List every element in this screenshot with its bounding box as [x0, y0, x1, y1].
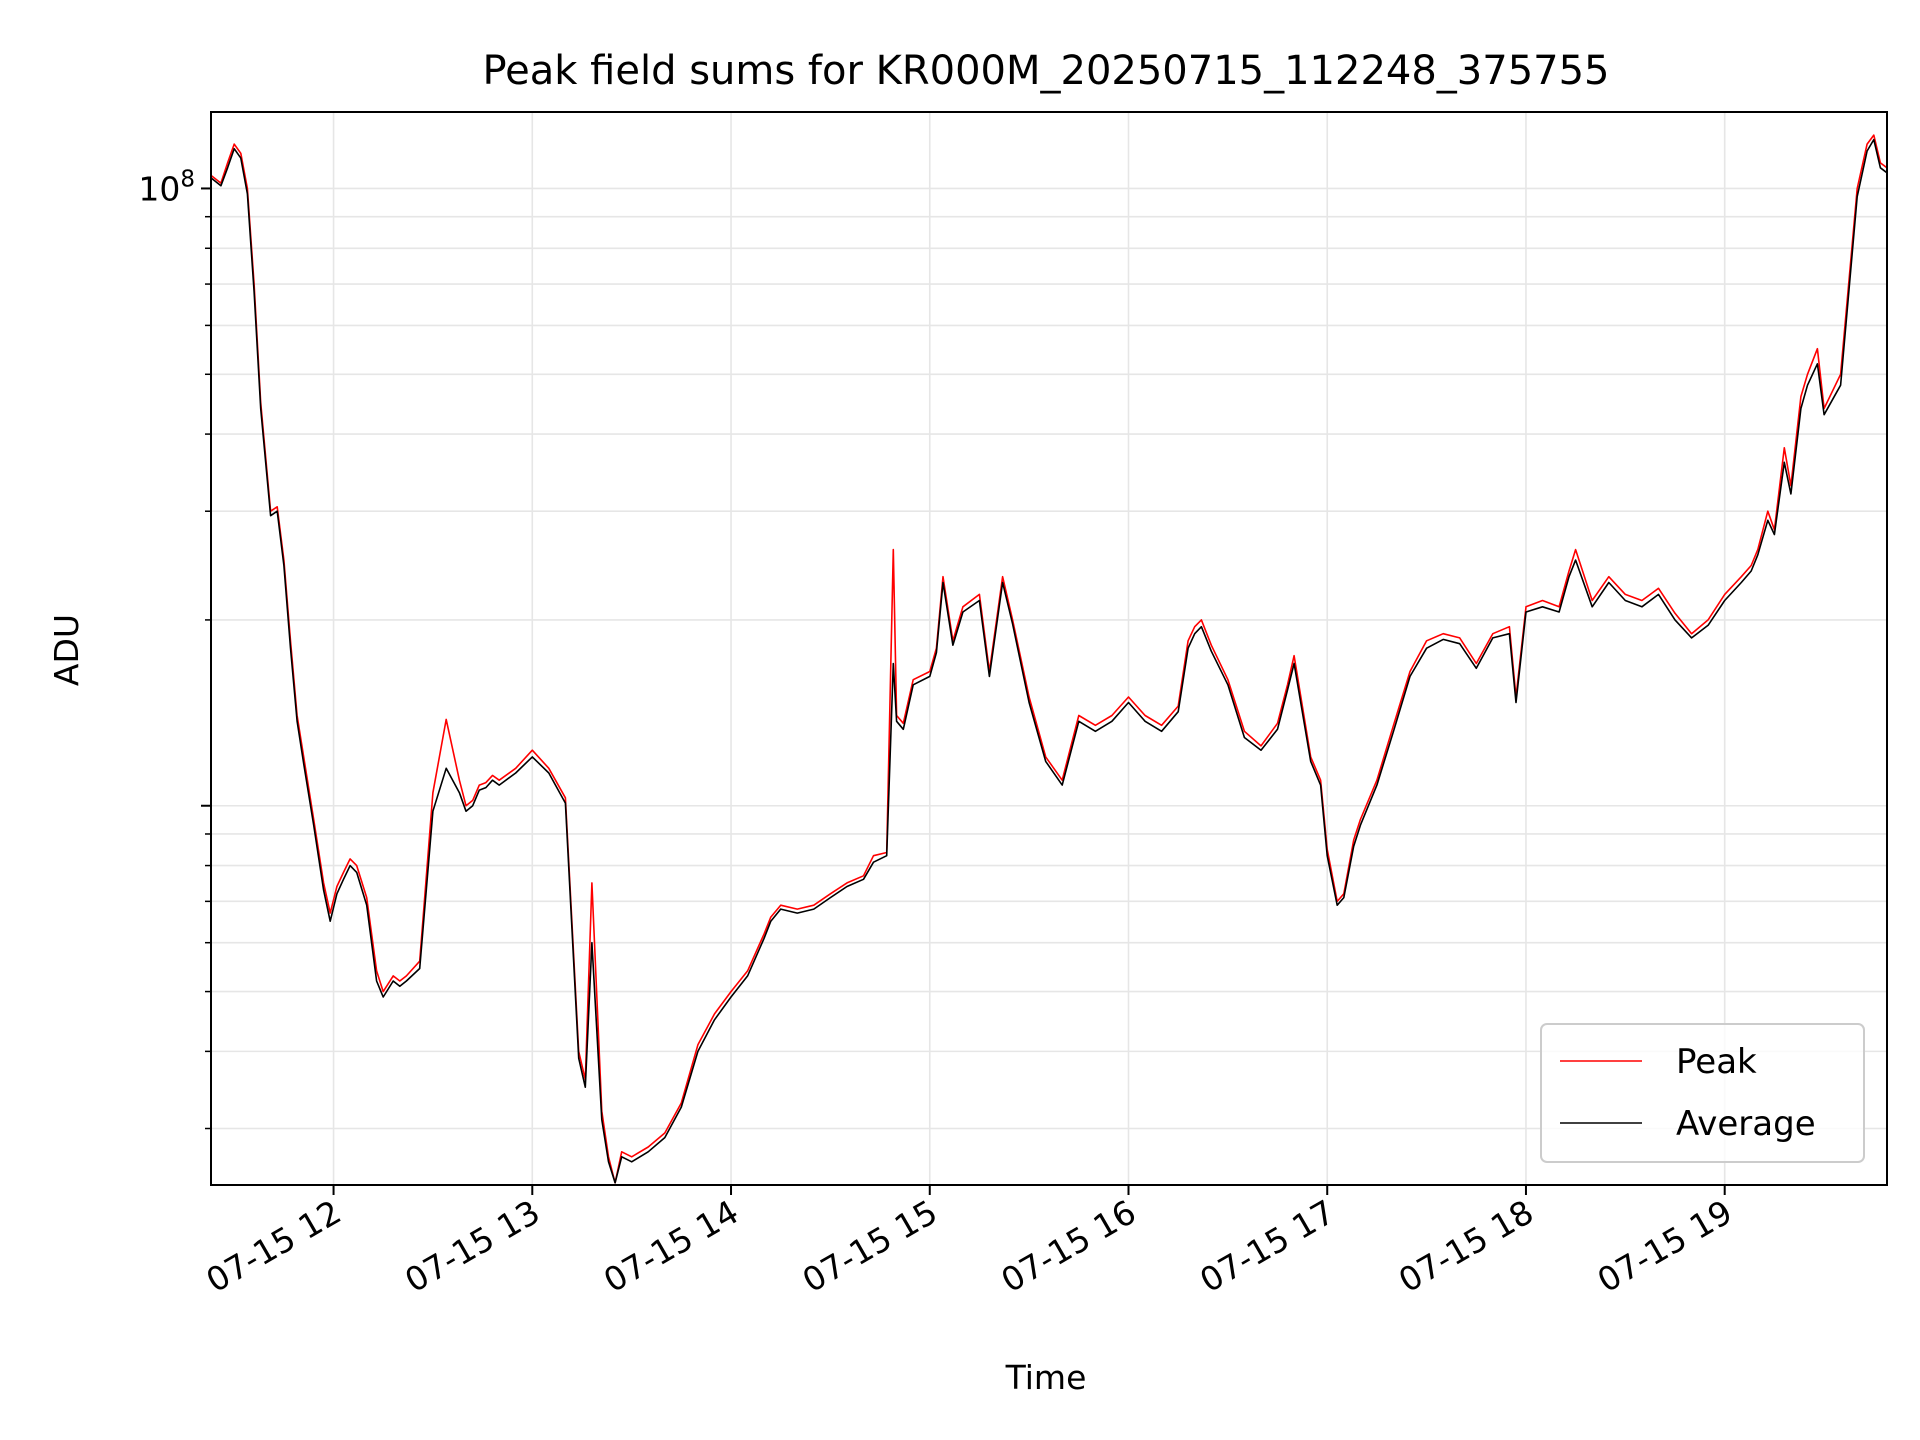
- plot-frame: [210, 111, 1888, 1186]
- series-line-average: [210, 138, 1888, 1184]
- legend-peak-label: Peak: [1676, 1042, 1757, 1082]
- legend: Peak Average: [1540, 1023, 1865, 1163]
- legend-average-label: Average: [1676, 1104, 1816, 1144]
- y-tick-label-1e8: 108: [138, 166, 195, 208]
- chart-title: Peak field sums for KR000M_20250715_1122…: [482, 48, 1609, 94]
- grid-lines: [211, 112, 1887, 1185]
- x-axis-label: Time: [1005, 1358, 1087, 1397]
- y-axis-label: ADU: [47, 614, 86, 686]
- legend-box: [1540, 1023, 1865, 1163]
- plot-series: [210, 134, 1888, 1184]
